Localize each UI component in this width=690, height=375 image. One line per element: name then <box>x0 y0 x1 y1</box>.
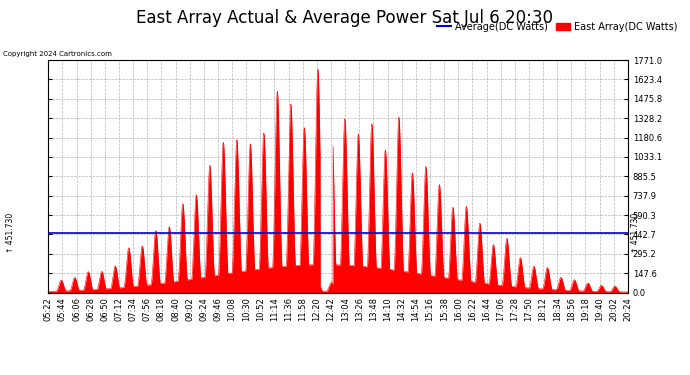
Text: East Array Actual & Average Power Sat Jul 6 20:30: East Array Actual & Average Power Sat Ju… <box>137 9 553 27</box>
Legend: Average(DC Watts), East Array(DC Watts): Average(DC Watts), East Array(DC Watts) <box>433 18 682 36</box>
Text: ↑ 451.730: ↑ 451.730 <box>6 213 15 254</box>
Text: ↑ 451.730: ↑ 451.730 <box>631 213 640 254</box>
Text: Copyright 2024 Cartronics.com: Copyright 2024 Cartronics.com <box>3 51 112 57</box>
